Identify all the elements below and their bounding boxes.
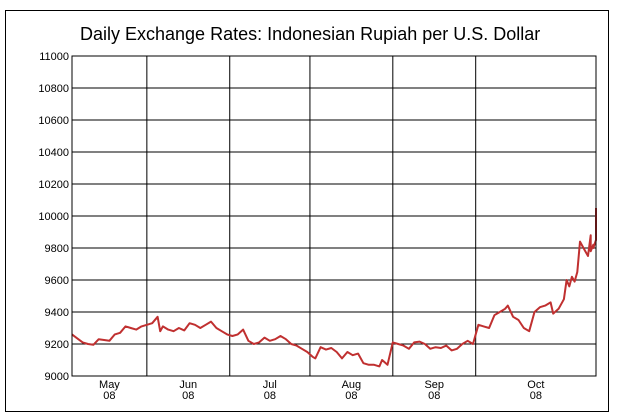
y-tick-label: 10800 <box>38 83 69 95</box>
series-line <box>71 208 597 368</box>
plot-border <box>71 55 597 377</box>
y-tick-label: 10200 <box>38 179 69 191</box>
x-tick-label-year: 08 <box>530 390 542 402</box>
x-tick-label-month: Jun <box>179 379 197 391</box>
y-tick-label: 10000 <box>38 211 69 223</box>
x-tick-label-year: 08 <box>103 390 115 402</box>
x-tick-label-year: 08 <box>345 390 357 402</box>
y-tick-label: 9200 <box>45 339 69 351</box>
chart-title: Daily Exchange Rates: Indonesian Rupiah … <box>80 24 540 44</box>
x-tick-label-month: Sep <box>424 379 444 391</box>
y-tick-label: 11000 <box>39 51 69 63</box>
x-tick-label-month: Oct <box>527 379 544 391</box>
x-tick-label-month: Aug <box>342 379 362 391</box>
y-tick-label: 9600 <box>45 275 69 287</box>
chart-frame <box>5 10 609 412</box>
y-tick-label: 9800 <box>45 243 69 255</box>
y-axis-ticks: 9000 9200 9400 9600 9800 10000 10200 10400 10600… <box>38 51 69 383</box>
x-tick-label-year: 08 <box>182 390 194 402</box>
y-tick-label: 9000 <box>45 371 69 383</box>
x-tick-label-year: 08 <box>264 390 276 402</box>
y-tick-label: 10400 <box>38 147 69 159</box>
x-tick-label-month: Jul <box>263 379 277 391</box>
grid <box>72 55 596 377</box>
x-tick-label-year: 08 <box>428 390 440 402</box>
y-tick-label: 10600 <box>38 115 69 127</box>
x-tick-label-month: May <box>99 379 120 391</box>
y-tick-label: 9400 <box>45 307 69 319</box>
